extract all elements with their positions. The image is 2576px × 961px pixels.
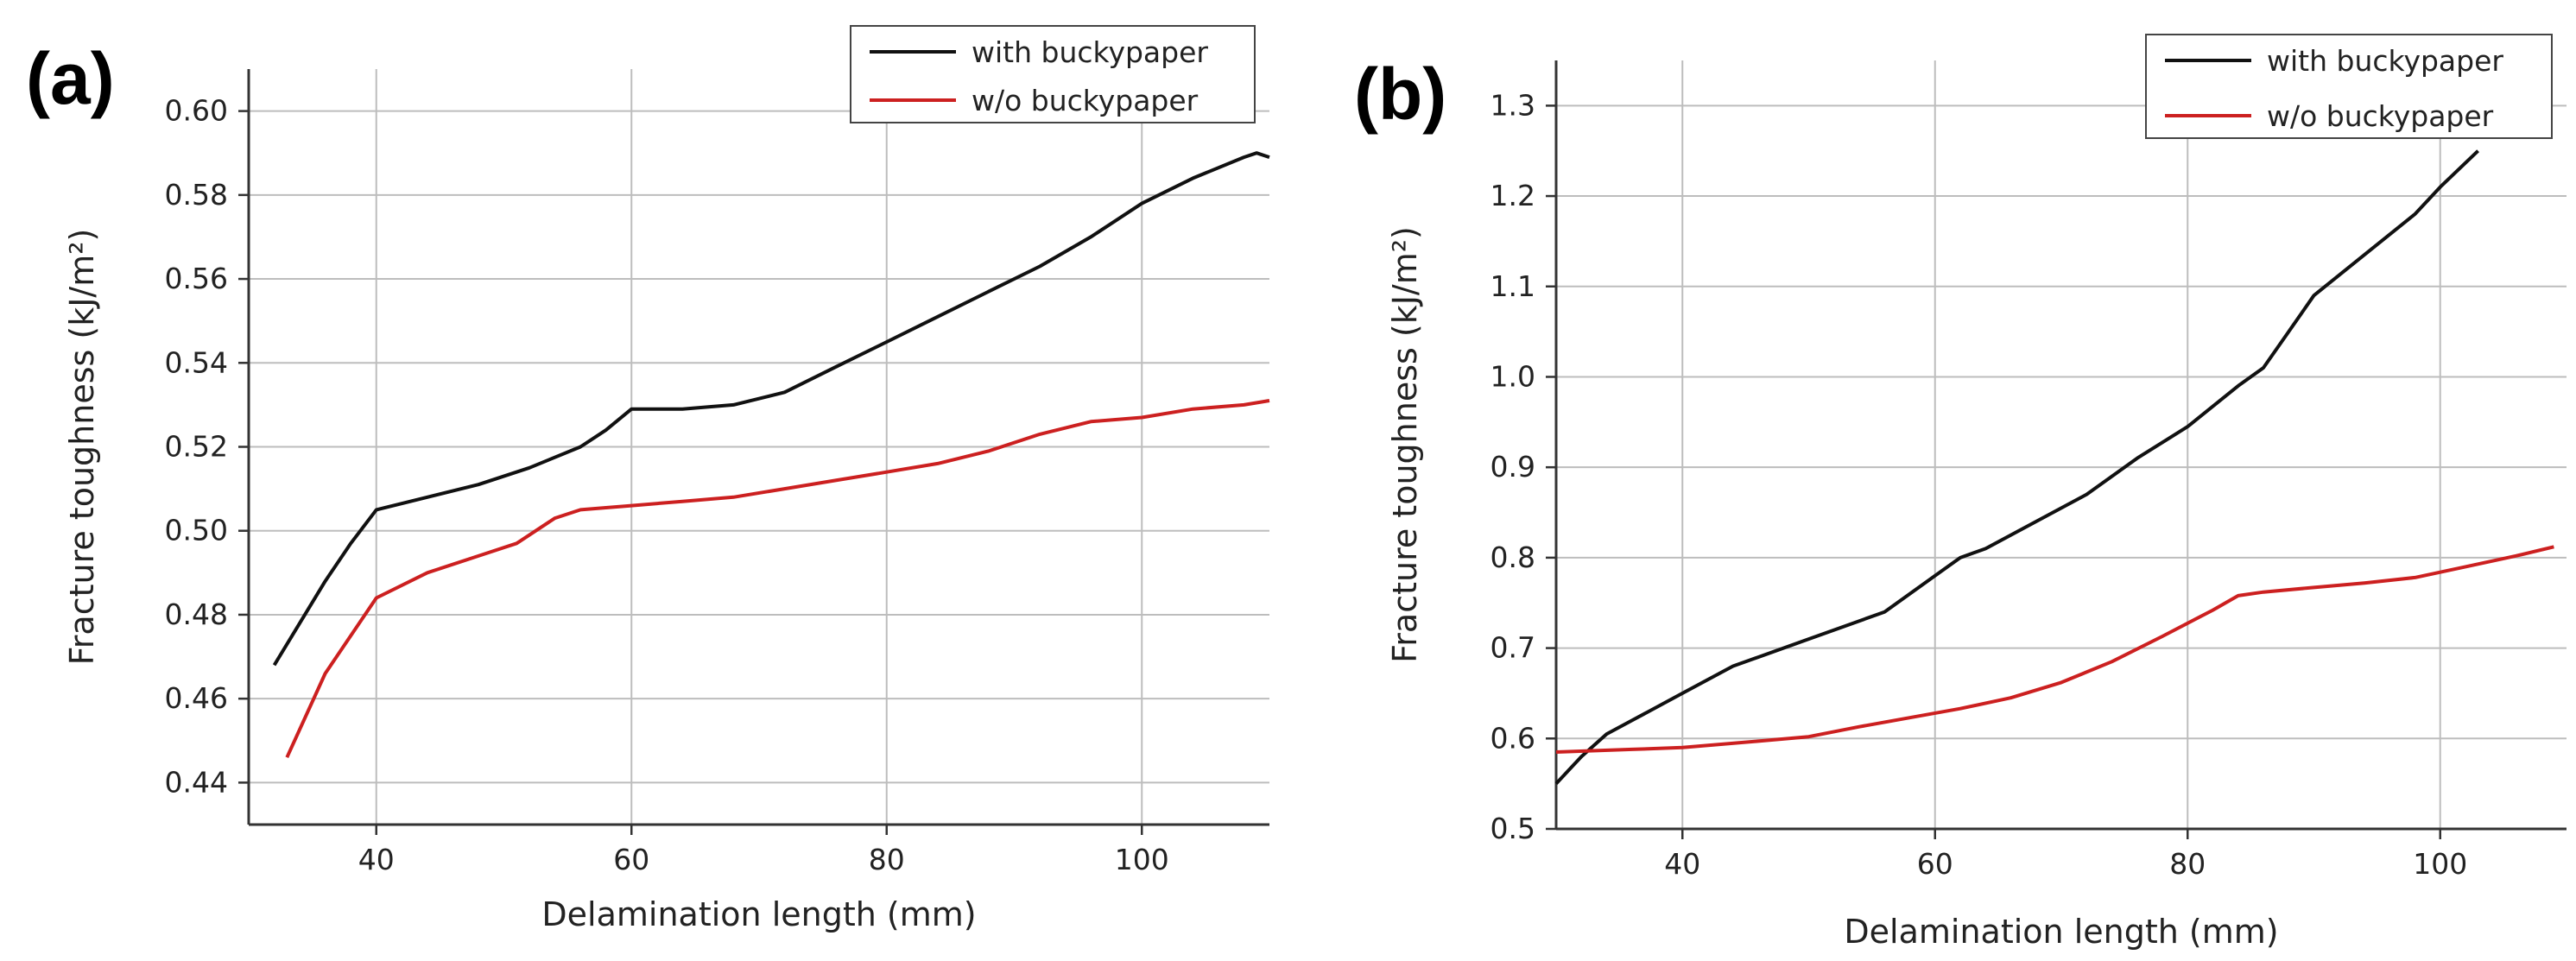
- panel-b-x-tick-label: 40: [1664, 847, 1700, 881]
- panel-a-x-tick-label: 40: [358, 843, 395, 876]
- panel-a: 40 60 80 100 0.44 0.46 0.48 0.50 0.52 0.54 0.56 0.5…: [26, 25, 1270, 933]
- panel-b-y-tick-label: 1.2: [1491, 179, 1535, 212]
- panel-a-y-tick-label: 0.56: [165, 262, 228, 295]
- panel-a-label: (a): [26, 38, 115, 119]
- panel-b-label: (b): [1354, 54, 1446, 135]
- panel-a-series-line-with-buckypaper: [272, 151, 1270, 667]
- panel-a-x-tick-label: 60: [613, 843, 649, 876]
- panel-b-series-line-without-buckypaper: [1555, 545, 2554, 754]
- panel-a-y-tick-label: 0.44: [165, 765, 228, 799]
- panel-b-y-tick-label: 0.7: [1491, 631, 1535, 665]
- panel-b-x-tick-label: 100: [2413, 847, 2467, 881]
- panel-b-y-tick-label: 1.3: [1491, 88, 1535, 122]
- panel-a-x-axis-title: Delamination length (mm): [541, 895, 976, 933]
- panel-a-y-tick-label: 0.54: [165, 345, 228, 379]
- panel-b-legend-label: w/o buckypaper: [2267, 99, 2494, 133]
- panel-a-series-line-without-buckypaper: [285, 399, 1270, 759]
- panel-b: 40 60 80 100 0.5 0.6 0.7 0.8 0.9 1.0 1.1 1.2 1.3 Dela…: [1354, 34, 2567, 951]
- panel-a-y-tick-label: 0.46: [165, 681, 228, 715]
- panel-a-legend-label: with buckypaper: [972, 35, 1208, 69]
- panel-b-legend-label: with buckypaper: [2267, 44, 2503, 78]
- panel-b-y-tick-label: 1.1: [1491, 269, 1535, 303]
- panel-b-legend: with buckypaper w/o buckypaper: [2145, 34, 2553, 139]
- panel-b-y-tick-label: 1.0: [1491, 359, 1535, 393]
- panel-a-legend: with buckypaper w/o buckypaper: [850, 25, 1256, 123]
- panel-a-x-tick-label: 100: [1115, 843, 1169, 876]
- panel-b-y-axis-title: Fracture toughness (kJ/m²): [1386, 226, 1424, 663]
- panel-a-legend-label: w/o buckypaper: [972, 84, 1199, 117]
- panel-a-y-tick-label: 0.58: [165, 178, 228, 212]
- panel-b-x-tick-label: 60: [1917, 847, 1953, 881]
- panel-a-y-tick-label: 0.52: [165, 430, 228, 464]
- panel-b-y-tick-label: 0.9: [1491, 450, 1535, 484]
- panel-a-x-tick-label: 80: [869, 843, 905, 876]
- panel-b-x-tick-label: 80: [2169, 847, 2206, 881]
- panel-a-y-tick-label: 0.60: [165, 94, 228, 128]
- panel-a-legend-box: [850, 25, 1256, 123]
- panel-b-x-axis-title: Delamination length (mm): [1844, 913, 2278, 951]
- panel-b-y-tick-label: 0.5: [1491, 812, 1535, 845]
- panel-a-y-axis-title: Fracture toughness (kJ/m²): [63, 229, 101, 666]
- panel-a-y-tick-label: 0.50: [165, 514, 228, 547]
- panel-b-series-line-with-buckypaper: [1554, 149, 2479, 785]
- panel-a-y-tick-label: 0.48: [165, 597, 228, 631]
- panel-b-legend-box: [2145, 34, 2553, 139]
- panel-b-y-tick-label: 0.8: [1491, 541, 1535, 574]
- panel-b-y-tick-label: 0.6: [1491, 721, 1535, 755]
